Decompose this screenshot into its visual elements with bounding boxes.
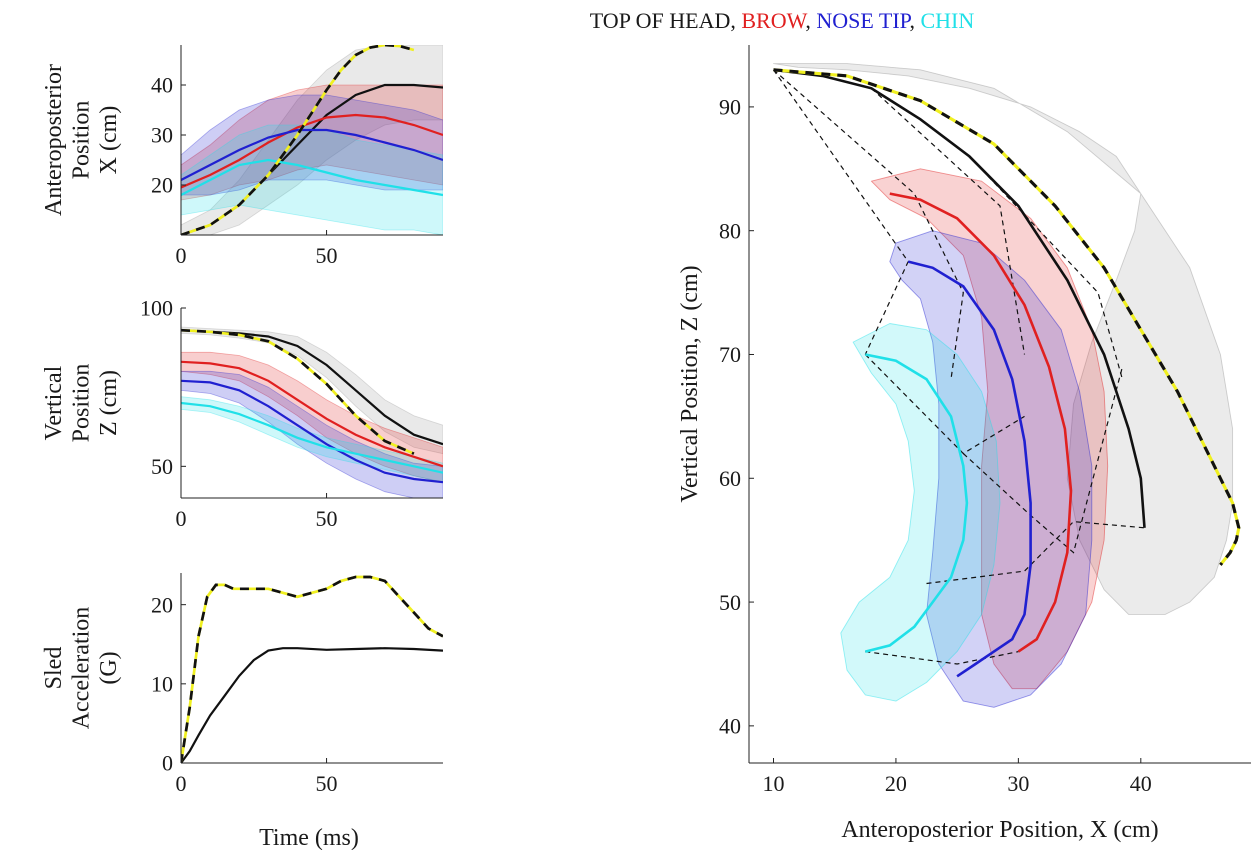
series-line-top-of-head (773, 68, 1146, 528)
band-brow (181, 351, 443, 483)
y-axis-label: AnteroposteriorPositionX (cm) (41, 64, 122, 216)
x-tick-label: 30 (1007, 771, 1029, 796)
panel-trajectory-x-vs-z: 10 20 30 40 40 50 60 70 80 90 Anteroposterior Posi… (677, 45, 1251, 843)
series-line-highlight (181, 575, 443, 763)
x-tick-label: 10 (762, 771, 784, 796)
y-tick-label: 100 (140, 296, 173, 321)
head-outline-connector (773, 69, 964, 380)
plot-area (181, 326, 443, 498)
series-line-chin (864, 353, 969, 653)
series-line-nose-tip (181, 128, 443, 181)
x-tick-label: 50 (316, 506, 338, 531)
panel-sled-acceleration-vs-time: 0 50 0 10 20 SledAcceleration(G) Time (ms) (41, 573, 443, 850)
head-outline-connector (870, 87, 1026, 355)
series-line-nose-tip (181, 379, 443, 484)
band-chin (840, 323, 1001, 702)
title-part: BROW (741, 8, 807, 33)
band-chin (181, 124, 443, 235)
band-brow (870, 168, 1109, 690)
y-tick-label: 40 (151, 73, 173, 98)
x-tick-label: 20 (885, 771, 907, 796)
y-axis-label-line: Sled (41, 647, 67, 690)
y-tick-label: 50 (151, 454, 173, 479)
plot-area (773, 63, 1241, 708)
y-tick-label: 60 (719, 466, 741, 491)
title-part: CHIN (920, 8, 974, 33)
y-tick-label: 0 (162, 751, 173, 776)
title-part: , (730, 8, 741, 33)
title-part: , (909, 8, 920, 33)
band-nose-tip (181, 94, 443, 196)
head-outline-connector (926, 520, 1145, 585)
x-tick-label: 40 (1130, 771, 1152, 796)
series-line-dashed (181, 575, 443, 763)
series-line-dashed (181, 328, 415, 455)
y-axis-label: VerticalPositionZ (cm) (41, 364, 122, 443)
x-tick-label: 0 (176, 243, 187, 268)
head-outline-connector (968, 155, 1123, 380)
band-top-of-head (181, 326, 443, 455)
title-part: TOP OF HEAD (590, 8, 731, 33)
panel-anteroposterior-vs-time: 0 50 20 30 40 AnteroposteriorPositionX (cm) (41, 45, 443, 268)
figure-title: TOP OF HEAD, BROW, NOSE TIP, CHIN (590, 8, 975, 33)
band-top-of-head (181, 45, 443, 235)
y-tick-label: 20 (151, 592, 173, 617)
head-outline-connector (962, 366, 1123, 554)
x-axis-label: Time (ms) (259, 825, 359, 850)
y-axis-label-line: Position (68, 364, 94, 443)
panel-vertical-vs-time: 0 50 50 100 VerticalPositionZ (cm) (41, 296, 443, 531)
y-tick-label: 10 (151, 672, 173, 697)
x-tick-label: 50 (316, 771, 338, 796)
band-chin (181, 396, 443, 483)
y-tick-label: 30 (151, 123, 173, 148)
series-line-dashed (773, 68, 1241, 566)
y-axis-label-line: Position (68, 101, 94, 180)
y-tick-label: 20 (151, 173, 173, 198)
x-axis-label: Anteroposterior Position, X (cm) (841, 817, 1158, 843)
y-axis-label-line: Z (cm) (96, 370, 122, 436)
series-line-nose-tip (907, 260, 1032, 678)
y-tick-label: 50 (719, 590, 741, 615)
y-axis-label-line: (G) (96, 651, 122, 684)
plot-area (181, 45, 443, 235)
y-axis-label-line: X (cm) (96, 106, 122, 175)
y-axis-label-line: Acceleration (68, 607, 94, 730)
head-outline-connector (773, 69, 909, 355)
band-top-of-head (773, 63, 1234, 615)
band-brow (181, 84, 443, 201)
series-line-dashed (181, 45, 415, 235)
series-line-top-of-head (181, 647, 443, 763)
y-axis-label: SledAcceleration(G) (41, 607, 122, 730)
y-tick-label: 40 (719, 714, 741, 739)
head-outline-connector (865, 651, 1019, 665)
y-axis-label-line: Vertical (41, 365, 67, 440)
title-part: , (805, 8, 816, 33)
x-tick-label: 0 (176, 506, 187, 531)
title-part: NOSE TIP (816, 8, 911, 33)
y-axis-label-line: Anteroposterior (41, 64, 67, 216)
series-line-brow (889, 192, 1073, 653)
y-tick-label: 90 (719, 95, 741, 120)
series-line-brow (181, 113, 443, 189)
series-line-chin (181, 158, 443, 197)
y-tick-label: 80 (719, 218, 741, 243)
y-axis-label: Vertical Position, Z (cm) (677, 265, 703, 502)
y-tick-label: 70 (719, 342, 741, 367)
plot-area (181, 575, 443, 763)
series-line-brow (181, 360, 443, 468)
x-tick-label: 0 (176, 771, 187, 796)
x-tick-label: 50 (316, 243, 338, 268)
series-line-chin (181, 401, 443, 474)
